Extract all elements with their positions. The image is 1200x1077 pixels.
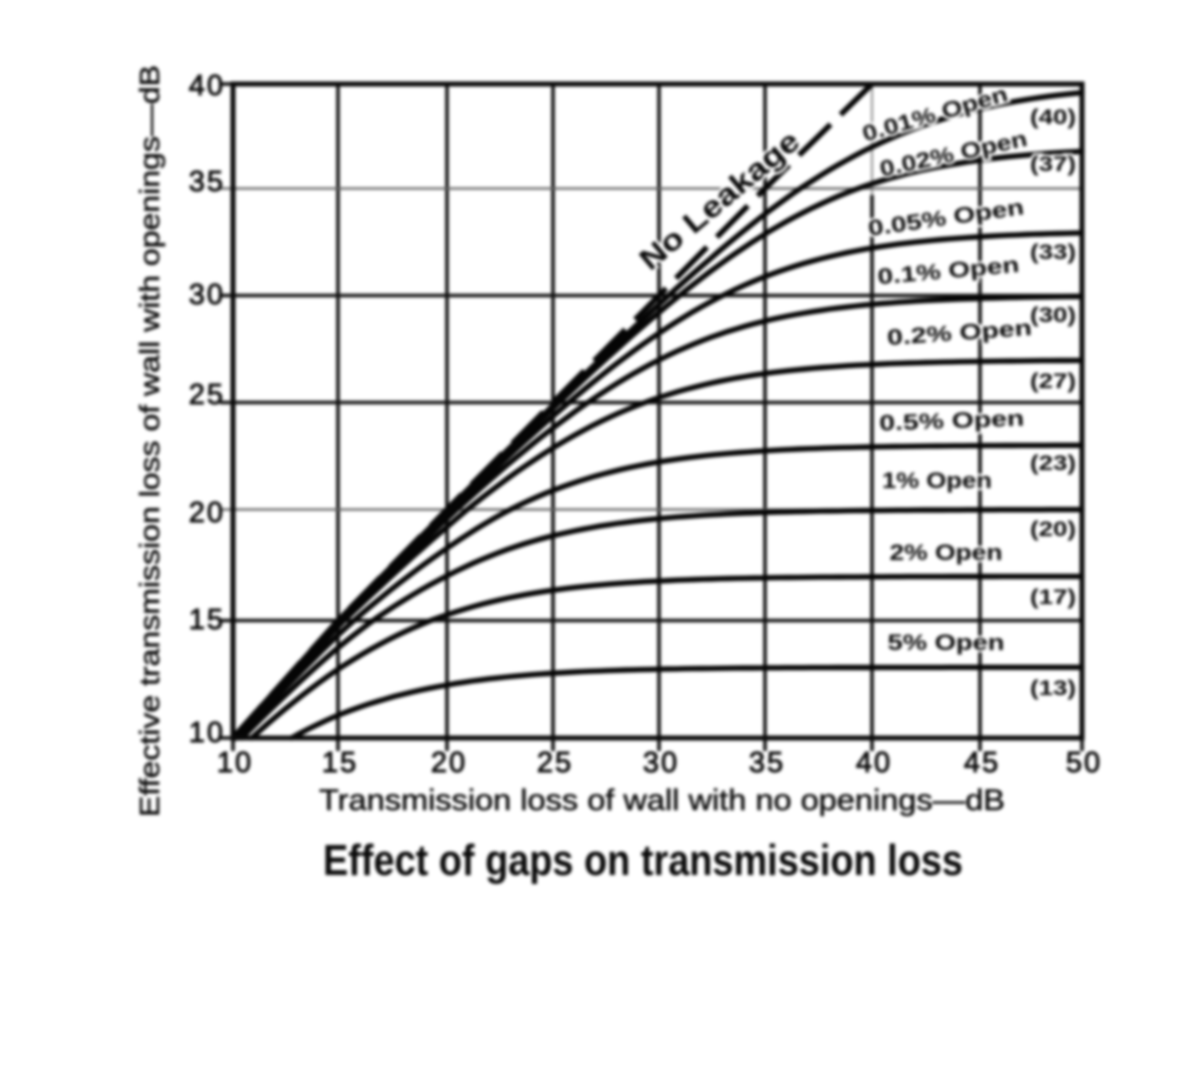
svg-text:(33): (33): [1030, 241, 1076, 264]
svg-text:(23): (23): [1030, 452, 1076, 475]
svg-text:1% Open: 1% Open: [882, 468, 992, 493]
svg-text:0.5% Open: 0.5% Open: [879, 405, 1025, 435]
svg-text:20: 20: [431, 747, 467, 779]
svg-text:(13): (13): [1030, 677, 1076, 700]
svg-text:30: 30: [189, 279, 225, 311]
svg-text:5% Open: 5% Open: [888, 630, 1005, 655]
svg-text:(30): (30): [1030, 304, 1076, 327]
svg-text:20: 20: [189, 497, 225, 529]
svg-text:45: 45: [964, 747, 1000, 779]
svg-text:40: 40: [856, 747, 892, 779]
svg-text:10: 10: [217, 747, 253, 779]
svg-text:(40): (40): [1030, 106, 1076, 129]
svg-text:10: 10: [189, 717, 225, 749]
svg-text:50: 50: [1066, 747, 1102, 779]
svg-text:35: 35: [189, 166, 225, 198]
svg-text:15: 15: [189, 604, 225, 636]
svg-text:2% Open: 2% Open: [890, 540, 1003, 565]
svg-text:(27): (27): [1030, 370, 1076, 393]
svg-text:35: 35: [749, 747, 785, 779]
svg-text:25: 25: [189, 379, 225, 411]
svg-text:40: 40: [189, 70, 225, 102]
svg-text:Effect of gaps on transmission: Effect of gaps on transmission loss: [323, 836, 963, 885]
svg-text:25: 25: [537, 747, 573, 779]
svg-text:(17): (17): [1030, 586, 1076, 609]
svg-text:Transmission loss of wall with: Transmission loss of wall with no openin…: [319, 784, 1005, 817]
svg-text:(37): (37): [1030, 153, 1076, 176]
svg-text:15: 15: [322, 747, 358, 779]
svg-text:Effective transmission loss of: Effective transmission loss of wall with…: [134, 65, 165, 817]
svg-text:30: 30: [643, 747, 679, 779]
svg-text:(20): (20): [1030, 518, 1076, 541]
